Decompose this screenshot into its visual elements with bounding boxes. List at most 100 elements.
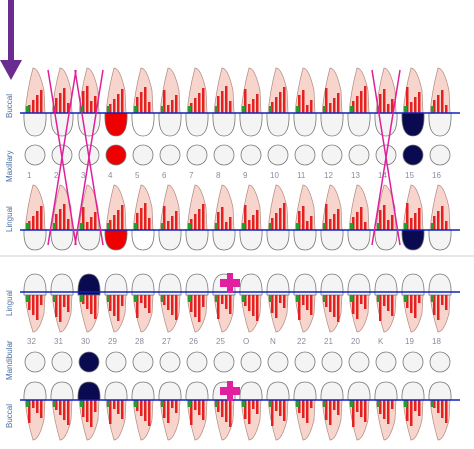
perio-bar bbox=[387, 104, 390, 113]
perio-mark bbox=[215, 400, 218, 407]
tooth-number: 16 bbox=[432, 171, 441, 180]
perio-bar bbox=[40, 295, 43, 305]
perio-bar bbox=[225, 222, 228, 230]
tooth-crown bbox=[23, 229, 47, 251]
perio-bar bbox=[271, 102, 274, 113]
perio-bar bbox=[94, 96, 97, 113]
perio-mark bbox=[350, 295, 353, 302]
perio-bar bbox=[94, 400, 97, 412]
perio-bar bbox=[325, 204, 328, 230]
perio-bar bbox=[82, 295, 85, 304]
perio-bar bbox=[221, 400, 224, 417]
tooth-crown bbox=[401, 273, 425, 296]
perio-mark bbox=[53, 295, 56, 302]
perio-bar bbox=[364, 222, 367, 230]
perio-mark bbox=[242, 295, 245, 302]
tooth-crown bbox=[185, 112, 209, 137]
perio-bar bbox=[140, 295, 143, 303]
perio-bar bbox=[171, 100, 174, 113]
perio-bar bbox=[59, 93, 62, 113]
perio-bar bbox=[28, 295, 31, 310]
occlusal bbox=[132, 351, 154, 373]
tooth-number: N bbox=[270, 337, 276, 346]
perio-bar bbox=[406, 295, 409, 308]
tooth-crown bbox=[239, 273, 263, 296]
perio-bar bbox=[414, 400, 417, 411]
tooth-crown bbox=[320, 112, 344, 137]
perio-bar bbox=[271, 218, 274, 230]
side-label: Buccal bbox=[5, 404, 14, 428]
perio-bar bbox=[86, 222, 89, 230]
tooth-number: 10 bbox=[270, 171, 279, 180]
perio-bar bbox=[40, 90, 43, 113]
perio-bar bbox=[302, 206, 305, 230]
tooth-number: 15 bbox=[405, 171, 414, 180]
perio-bar bbox=[225, 400, 228, 422]
perio-bar bbox=[244, 295, 247, 306]
occlusal bbox=[78, 351, 100, 373]
perio-bar bbox=[445, 105, 448, 113]
perio-mark bbox=[431, 106, 434, 113]
perio-mark bbox=[350, 106, 353, 113]
perio-bar bbox=[302, 90, 305, 113]
tooth-crown bbox=[77, 273, 101, 296]
perio-bar bbox=[433, 295, 436, 315]
tooth-crown bbox=[185, 229, 209, 251]
perio-bar bbox=[329, 295, 332, 312]
tooth-number: 8 bbox=[216, 171, 221, 180]
perio-mark bbox=[215, 295, 218, 302]
tooth-crown bbox=[401, 112, 425, 137]
perio-bar bbox=[163, 90, 166, 113]
perio-mark bbox=[404, 106, 407, 113]
tooth-crown bbox=[239, 112, 263, 137]
perio-bar bbox=[117, 295, 120, 321]
perio-bar bbox=[283, 87, 286, 113]
perio-bar bbox=[36, 95, 39, 113]
perio-bar bbox=[82, 207, 85, 230]
occlusal bbox=[132, 144, 154, 166]
perio-bar bbox=[194, 98, 197, 113]
perio-bar bbox=[275, 400, 278, 411]
perio-bar bbox=[67, 295, 70, 312]
perio-bar bbox=[217, 400, 220, 412]
perio-mark bbox=[242, 400, 245, 407]
tooth-crown bbox=[266, 273, 290, 296]
tooth-crown bbox=[23, 273, 47, 296]
perio-bar bbox=[109, 220, 112, 230]
perio-mark bbox=[431, 223, 434, 230]
perio-bar bbox=[379, 94, 382, 113]
tooth-number: 32 bbox=[27, 337, 36, 346]
missing-x bbox=[371, 69, 401, 246]
perio-bar bbox=[248, 400, 251, 424]
perio-bar bbox=[194, 214, 197, 230]
tooth-crown bbox=[212, 229, 236, 251]
occlusal bbox=[294, 351, 316, 373]
occlusal bbox=[429, 351, 451, 373]
tooth-crown bbox=[77, 381, 101, 401]
tooth-crown bbox=[104, 273, 128, 296]
perio-mark bbox=[134, 295, 137, 302]
tooth-crown bbox=[320, 273, 344, 296]
tooth-crown bbox=[320, 229, 344, 251]
perio-bar bbox=[55, 98, 58, 113]
perio-bar bbox=[298, 211, 301, 230]
perio-mark bbox=[26, 106, 29, 113]
perio-mark bbox=[80, 295, 83, 302]
occlusal bbox=[402, 144, 424, 166]
perio-bar bbox=[55, 214, 58, 230]
occlusal bbox=[402, 351, 424, 373]
perio-bar bbox=[86, 86, 89, 113]
perio-mark bbox=[161, 106, 164, 113]
tooth-number: 25 bbox=[216, 337, 225, 346]
perio-mark bbox=[215, 106, 218, 113]
perio-mark bbox=[80, 400, 83, 407]
tooth-crown bbox=[401, 229, 425, 251]
perio-mark bbox=[242, 106, 245, 113]
side-label: Lingual bbox=[5, 206, 14, 232]
perio-bar bbox=[117, 210, 120, 230]
perio-mark bbox=[323, 106, 326, 113]
perio-mark bbox=[323, 400, 326, 407]
perio-bar bbox=[36, 400, 39, 413]
implant bbox=[227, 273, 233, 293]
tooth-crown bbox=[50, 112, 74, 137]
